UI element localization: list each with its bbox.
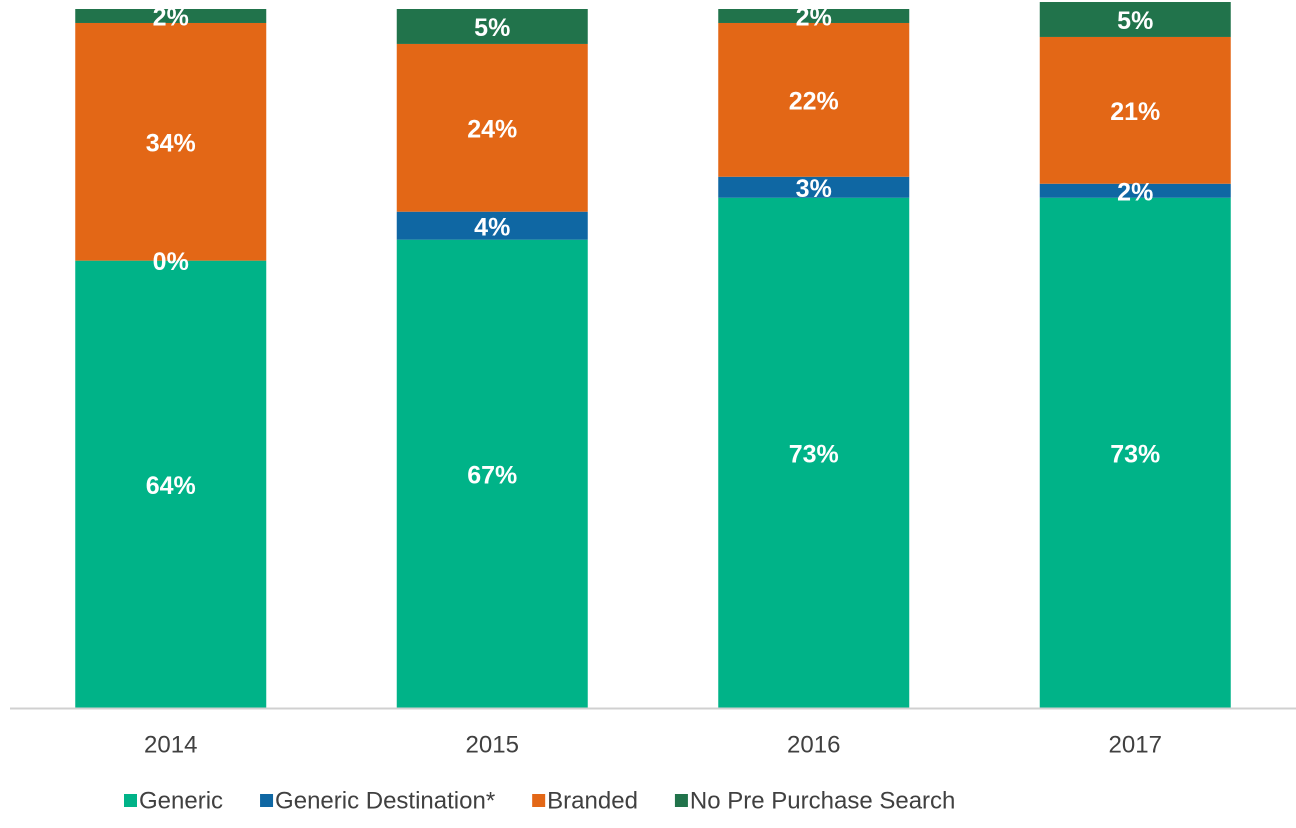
legend-label: Generic Destination* (275, 787, 495, 814)
data-label: 0% (153, 248, 189, 276)
bar-segment (396, 9, 588, 44)
data-label: 21% (1110, 98, 1160, 126)
x-tick-label: 2016 (787, 731, 840, 758)
bar-segment (718, 197, 910, 709)
data-label: 73% (1110, 440, 1160, 468)
legend-label: Branded (547, 787, 638, 814)
data-label: 2% (796, 4, 832, 32)
bar-segment (1039, 197, 1231, 709)
bar-segment (1039, 183, 1231, 198)
data-label: 2% (1117, 178, 1153, 206)
data-label: 34% (146, 129, 196, 157)
bar-segment (1039, 2, 1231, 37)
bar-segment (396, 211, 588, 240)
data-label: 67% (467, 461, 517, 489)
bar-segment (75, 260, 267, 708)
bar-segment (718, 9, 910, 23)
legend-swatch (124, 794, 137, 807)
data-label: 5% (1117, 7, 1153, 35)
x-tick-label: 2014 (144, 731, 197, 758)
x-tick-label: 2017 (1109, 731, 1162, 758)
legend-swatch (532, 794, 546, 807)
data-label: 24% (467, 115, 517, 143)
data-label: 22% (789, 87, 839, 115)
bar-segment (718, 22, 910, 177)
data-label: 2% (153, 4, 189, 32)
data-label: 5% (474, 14, 510, 42)
x-tick-label: 2015 (466, 731, 519, 758)
data-label: 64% (146, 472, 196, 500)
bar-segment (396, 239, 588, 709)
bar-segment (75, 22, 267, 261)
data-label: 73% (789, 440, 839, 468)
legend-swatch (260, 794, 274, 807)
bar-segment (396, 43, 588, 212)
legend-swatch (674, 794, 688, 807)
bar-segment (75, 9, 267, 23)
bar-segment (1039, 36, 1231, 184)
legend-label: No Pre Purchase Search (690, 787, 955, 814)
legend-label: Generic (139, 787, 223, 814)
data-label: 3% (796, 175, 832, 203)
bar-segment (718, 176, 910, 198)
data-label: 4% (474, 213, 510, 241)
